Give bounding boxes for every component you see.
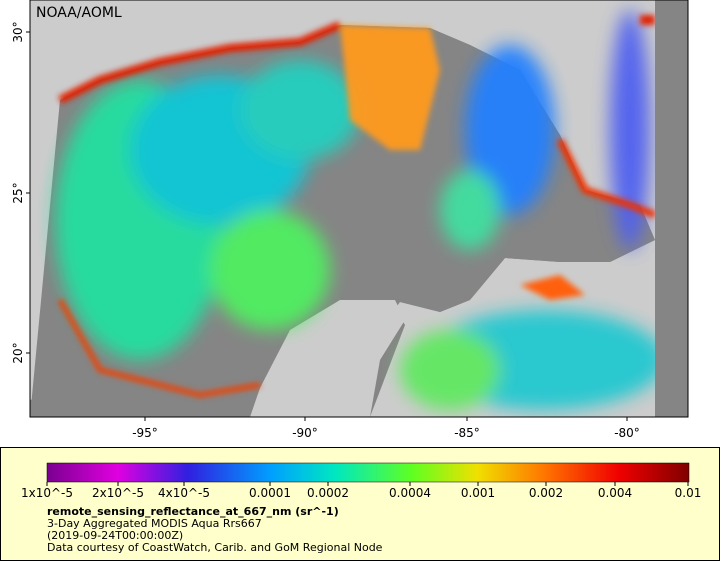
lat-label: 20° <box>11 342 25 363</box>
colorbar-label: 0.0004 <box>389 486 431 500</box>
lat-label: 30° <box>11 21 25 42</box>
colorbar-label: 4x10^-5 <box>158 486 210 500</box>
lat-label: 25° <box>11 182 25 203</box>
legend-line: (2019-09-24T00:00:00Z) <box>47 529 183 542</box>
map-frame <box>29 0 689 418</box>
colorbar-label: 0.002 <box>529 486 563 500</box>
legend-line: Data courtesy of CoastWatch, Carib. and … <box>47 541 383 554</box>
colorbar-label: 0.0002 <box>307 486 349 500</box>
legend-line: 3-Day Aggregated MODIS Aqua Rrs667 <box>47 517 262 530</box>
legend-title: remote_sensing_reflectance_at_667_nm (sr… <box>47 505 339 518</box>
lon-axis: -95° -90° -85° -80° <box>132 417 640 440</box>
map <box>30 0 688 417</box>
colorbar-label: 0.0001 <box>249 486 291 500</box>
credit: NOAA/AOML <box>36 5 122 21</box>
reflectance-field <box>55 10 665 410</box>
colorbar-ticks: 1x10^-5 2x10^-5 4x10^-5 0.0001 0.0002 0.0004 0… <box>21 482 701 500</box>
yucatan <box>250 300 405 417</box>
colorbar-label: 0.004 <box>598 486 632 500</box>
lat-axis: 30° 25° 20° <box>11 21 30 364</box>
lon-label: -95° <box>132 426 158 440</box>
colorbar <box>46 462 690 483</box>
colorbar-label: 0.001 <box>461 486 495 500</box>
coastal-high <box>57 15 657 398</box>
lon-label: -85° <box>454 426 480 440</box>
lon-label: -90° <box>292 426 318 440</box>
colorbar-label: 2x10^-5 <box>92 486 144 500</box>
colorbar-label: 1x10^-5 <box>21 486 73 500</box>
colorbar-label: 0.01 <box>675 486 702 500</box>
lon-label: -80° <box>614 426 640 440</box>
